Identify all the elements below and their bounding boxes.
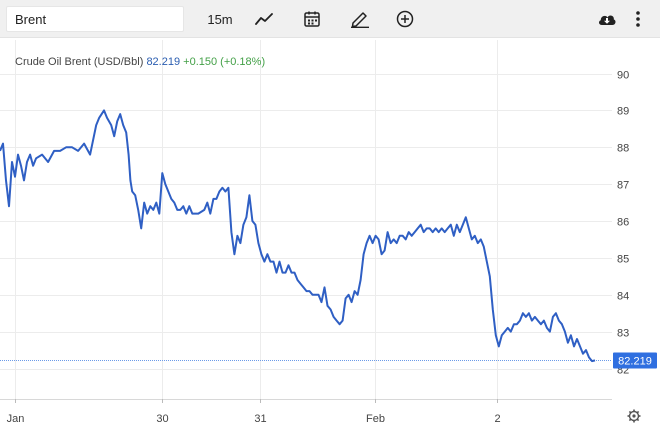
line-chart-icon[interactable] [252,7,276,31]
symbol-search-input[interactable] [6,6,184,32]
x-tick-label: 30 [156,413,168,425]
x-tick-label: 2 [494,413,500,425]
x-tick-label: Feb [366,413,385,425]
chart-legend: Crude Oil Brent (USD/Bbl) 82.219 +0.150 … [15,56,265,68]
cloud-download-icon[interactable] [595,7,619,31]
toolbar: 15m [0,0,660,38]
pencil-icon[interactable] [348,7,372,31]
more-vertical-icon[interactable] [628,7,648,31]
x-axis: Jan 30 31 Feb 2 [7,399,501,425]
interval-button[interactable]: 15m [207,11,233,27]
y-tick-label: 89 [617,106,629,118]
y-tick-label: 87 [617,180,629,192]
series-line [0,109,596,363]
last-price-tag: 82.219 [613,352,657,369]
y-tick-label: 88 [617,143,629,155]
y-tick-label: 83 [617,328,629,340]
last-price-tag-label: 82.219 [618,356,652,368]
x-tick-label: 31 [254,413,266,425]
settings-gear-icon[interactable] [627,409,641,423]
y-tick-label: 84 [617,291,629,303]
calendar-icon[interactable] [300,7,324,31]
y-tick-label: 90 [617,70,629,82]
instrument-name: Crude Oil Brent (USD/Bbl) [15,56,144,68]
plus-circle-icon[interactable] [393,7,417,31]
y-tick-label: 85 [617,254,629,266]
legend-change: +0.150 (+0.18%) [183,56,266,68]
grid-lines [0,40,612,399]
legend-price: 82.219 [146,56,181,68]
x-tick-label: Jan [7,413,25,425]
y-tick-label: 86 [617,217,629,229]
